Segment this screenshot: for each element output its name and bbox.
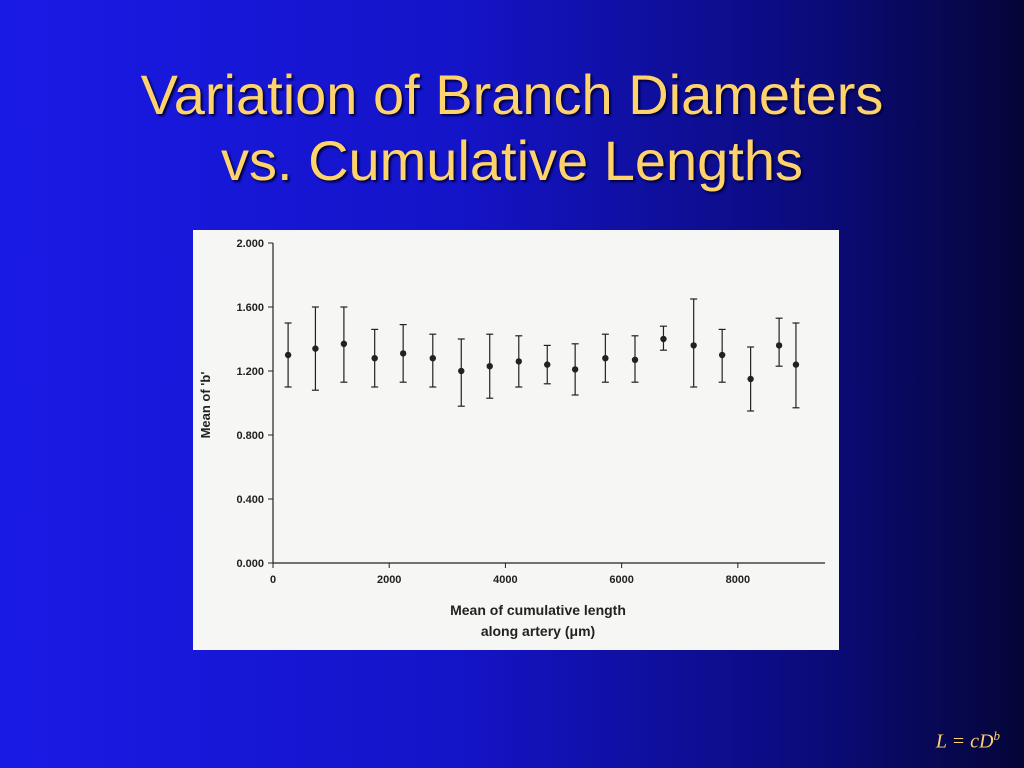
data-point (718, 351, 726, 359)
data-point (429, 355, 436, 362)
y-tick-label: 2.000 (236, 238, 264, 250)
x-tick-label: 8000 (726, 574, 750, 586)
x-axis-label-line1: Mean of cumulative length (450, 602, 626, 618)
data-point (371, 355, 378, 362)
data-point (544, 361, 551, 368)
data-point (340, 340, 348, 347)
formula: L = cDb (936, 728, 1000, 754)
formula-text: L = cD (935, 731, 994, 753)
chart-figure: 0.000 0.400 0.800 1.200 1.600 2.000 0 2000 4000 6… (193, 230, 839, 650)
y-tick-label: 0.000 (236, 558, 264, 570)
data-point (571, 366, 579, 373)
y-tick-label: 1.600 (236, 302, 264, 314)
x-axis-label-line2: along artery (μm) (481, 623, 595, 639)
data-point (312, 345, 319, 352)
data-point (660, 335, 667, 343)
y-axis-label: Mean of 'b' (198, 372, 213, 439)
data-point (775, 342, 783, 349)
chart-marks (284, 298, 800, 412)
x-tick-label: 4000 (493, 574, 517, 586)
y-tick-label: 1.200 (236, 366, 264, 378)
data-point (458, 367, 465, 375)
scatter-chart: 0.000 0.400 0.800 1.200 1.600 2.000 0 2000 4000 6… (193, 230, 839, 650)
data-point (515, 358, 522, 365)
x-tick-label: 0 (270, 574, 276, 586)
data-point (602, 355, 609, 362)
y-tick-label: 0.400 (236, 494, 264, 506)
data-point (399, 350, 407, 357)
slide-title: Variation of Branch Diameters vs. Cumula… (0, 62, 1024, 194)
data-point (747, 375, 754, 383)
data-point (486, 363, 493, 370)
chart-axes: 0.000 0.400 0.800 1.200 1.600 2.000 0 2000 4000 6… (236, 238, 825, 586)
y-tick-label: 0.800 (236, 430, 264, 442)
data-point (631, 356, 639, 363)
data-point (284, 351, 292, 359)
data-point (792, 361, 800, 368)
x-tick-label: 6000 (609, 574, 633, 586)
slide-title-line1: Variation of Branch Diameters (140, 63, 884, 126)
x-tick-label: 2000 (377, 574, 401, 586)
slide-title-line2: vs. Cumulative Lengths (220, 129, 804, 192)
data-point (690, 342, 697, 349)
formula-exponent: b (993, 728, 1001, 744)
